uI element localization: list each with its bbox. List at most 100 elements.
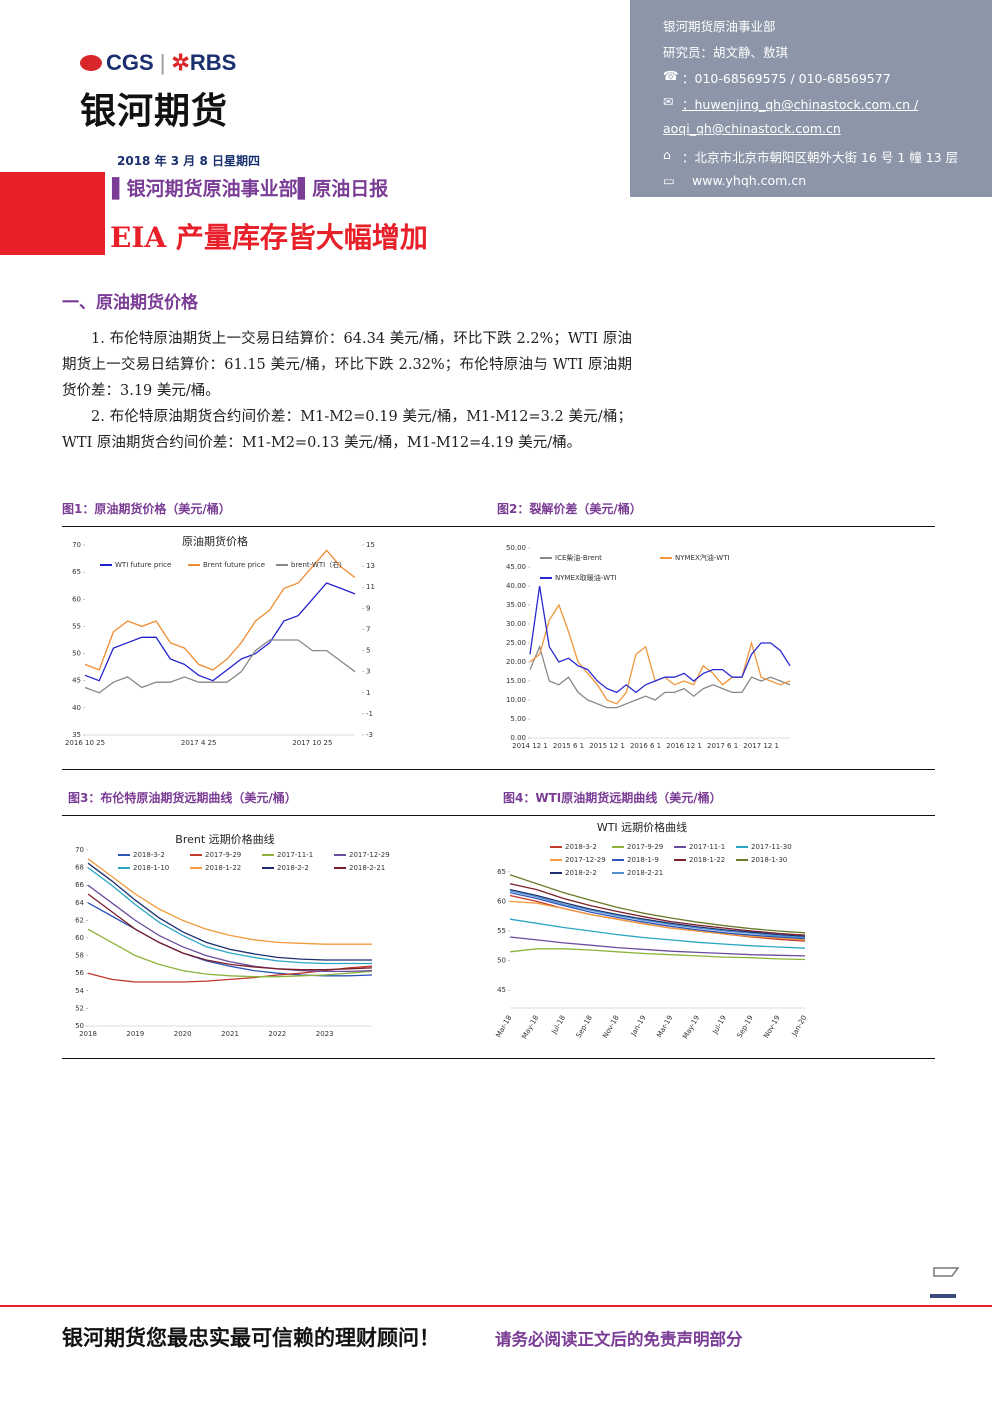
figure-chart: 45 50 55 60 65 Mar-18 May-18 Jul-18 Sep-18 Nov-18… — [494, 820, 809, 1040]
chart-title: 原油期货价格 — [182, 534, 248, 548]
rule — [62, 526, 935, 527]
legend-label: 2018-2-21 — [627, 869, 663, 877]
x-tick-label: 2017 4 25 — [181, 739, 217, 747]
y-tick-label: 10.00 — [506, 696, 526, 704]
footer-disclaimer: 请务必阅读正文后的免责声明部分 — [495, 1330, 743, 1349]
series-line — [509, 891, 806, 940]
y-tick-label: 7 — [366, 625, 370, 633]
series-line — [509, 874, 806, 934]
figure-caption: 图4：WTI原油期货远期曲线（美元/桶） — [503, 791, 722, 805]
series-line — [87, 884, 373, 973]
y-tick-label: 45 — [497, 986, 506, 994]
y-tick-label: 5 — [366, 647, 370, 655]
rule — [62, 1058, 935, 1059]
y-tick-label: 11 — [366, 583, 375, 591]
x-tick-label: Sep-19 — [736, 1014, 755, 1039]
x-tick-label: 2017 10 25 — [292, 739, 332, 747]
figure-caption: 图1：原油期货价格（美元/桶） — [62, 502, 231, 516]
legend-label: 2018-1-30 — [751, 856, 787, 864]
y-tick-label: 50 — [72, 650, 81, 658]
chart-title: WTI 远期价格曲线 — [597, 820, 687, 834]
mail-icon: ✉ — [663, 94, 674, 109]
y-tick-label: 45.00 — [506, 563, 526, 571]
x-tick-label: Nov-19 — [762, 1014, 781, 1040]
series-line — [509, 888, 806, 938]
x-tick-label: 2019 — [126, 1030, 144, 1038]
series-line — [84, 582, 356, 682]
y-tick-label: 45 — [72, 677, 81, 685]
paragraph: 2. 布伦特原油期货合约间价差：M1-M2=0.19 美元/桶，M1-M12=3… — [62, 409, 632, 451]
x-tick-label: Jan-19 — [629, 1014, 648, 1038]
figure-chart: 50 52 54 56 58 60 62 64 66 68 70 2018 2019 2020 2021 20… — [75, 832, 390, 1038]
series-line — [87, 862, 372, 961]
y-tick-label: 62 — [75, 916, 84, 924]
contact-email: aoqi_qh@chinastock.com.cn — [663, 121, 841, 136]
y-tick-label: 15.00 — [506, 677, 526, 685]
series-line — [87, 858, 372, 945]
y-tick-label: -1 — [366, 710, 373, 718]
contact-phone: ：010-68569575 / 010-68569577 — [682, 71, 891, 86]
contact-panel: 银河期货原油事业部 研究员：胡文静、敖琪 ☎ ：010-68569575 / 0… — [630, 0, 992, 197]
y-tick-label: 60 — [497, 897, 506, 905]
legend-label: 2017-12-29 — [565, 856, 606, 864]
legend-label: WTI future price — [115, 561, 171, 569]
legend-label: 2018-1-22 — [689, 856, 725, 864]
legend-label: 2018-2-2 — [277, 864, 309, 872]
x-tick-label: Jul-19 — [711, 1014, 728, 1036]
legend-label: 2017-12-29 — [349, 851, 390, 859]
series-line — [529, 644, 791, 709]
headline: EIA 产量库存皆大幅增加 — [110, 221, 428, 254]
y-tick-label: 70 — [75, 846, 84, 854]
y-tick-label: 60 — [75, 934, 84, 942]
legend-label: 2018-1-22 — [205, 864, 241, 872]
contact-website: www.yhqh.com.cn — [692, 173, 807, 188]
rule — [62, 769, 935, 770]
y-tick-label: 58 — [75, 952, 84, 960]
x-tick-label: 2015 12 1 — [589, 742, 625, 750]
address-icon: ⌂ — [663, 147, 671, 162]
y-tick-label: 50 — [497, 957, 506, 965]
series-line — [87, 928, 373, 978]
chart-title: Brent 远期价格曲线 — [175, 832, 274, 846]
x-tick-label: 2016 12 1 — [666, 742, 702, 750]
brand: 银河期货 — [80, 91, 229, 132]
contact-address: ：北京市北京市朝阳区朝外大街 16 号 1 幢 13 层 — [682, 150, 959, 165]
legend-label: 2018-2-21 — [349, 864, 385, 872]
y-tick-label: 65 — [72, 568, 81, 576]
y-tick-label: 40 — [72, 704, 81, 712]
y-tick-label: 70 — [72, 541, 81, 549]
x-tick-label: 2020 — [174, 1030, 192, 1038]
y-tick-label: 64 — [75, 899, 84, 907]
figure-caption: 图3：布伦特原油期货远期曲线（美元/桶） — [68, 791, 297, 805]
contact-department: 银河期货原油事业部 — [663, 19, 776, 34]
logo-text: CGS — [106, 50, 154, 75]
x-tick-label: 2017 12 1 — [743, 742, 779, 750]
web-icon: ▭ — [663, 173, 675, 188]
y-tick-label: 56 — [75, 969, 84, 977]
y-tick-label: 35 — [72, 731, 81, 739]
y-tick-label: 1 — [366, 689, 370, 697]
series-line — [509, 936, 806, 957]
footer-rule — [0, 1305, 992, 1307]
y-tick-label: 40.00 — [506, 582, 526, 590]
series-line — [509, 918, 806, 949]
x-tick-label: 2017 6 1 — [707, 742, 738, 750]
x-tick-label: 2021 — [221, 1030, 239, 1038]
y-tick-label: 3 — [366, 668, 370, 676]
legend-label: 2017-9-29 — [205, 851, 241, 859]
x-tick-label: 2014 12 1 — [512, 742, 548, 750]
x-tick-label: Jan-20 — [790, 1014, 809, 1038]
logo: CGS | ✲RBS — [80, 50, 236, 76]
x-tick-label: May-19 — [681, 1014, 701, 1040]
y-tick-label: 35.00 — [506, 601, 526, 609]
x-tick-label: Mar-19 — [655, 1014, 674, 1039]
y-tick-label: 65 — [497, 868, 506, 876]
legend-label: NYMEX汽油-WTI — [675, 553, 730, 562]
report-date: 2018 年 3 月 8 日星期四 — [117, 154, 260, 168]
series-line — [509, 948, 806, 961]
legend-label: 2018-3-2 — [565, 843, 597, 851]
y-tick-label: 30.00 — [506, 620, 526, 628]
paragraph: 1. 布伦特原油期货上一交易日结算价：64.34 美元/桶，环比下跌 2.2%；… — [62, 331, 632, 399]
series-line — [87, 965, 373, 983]
